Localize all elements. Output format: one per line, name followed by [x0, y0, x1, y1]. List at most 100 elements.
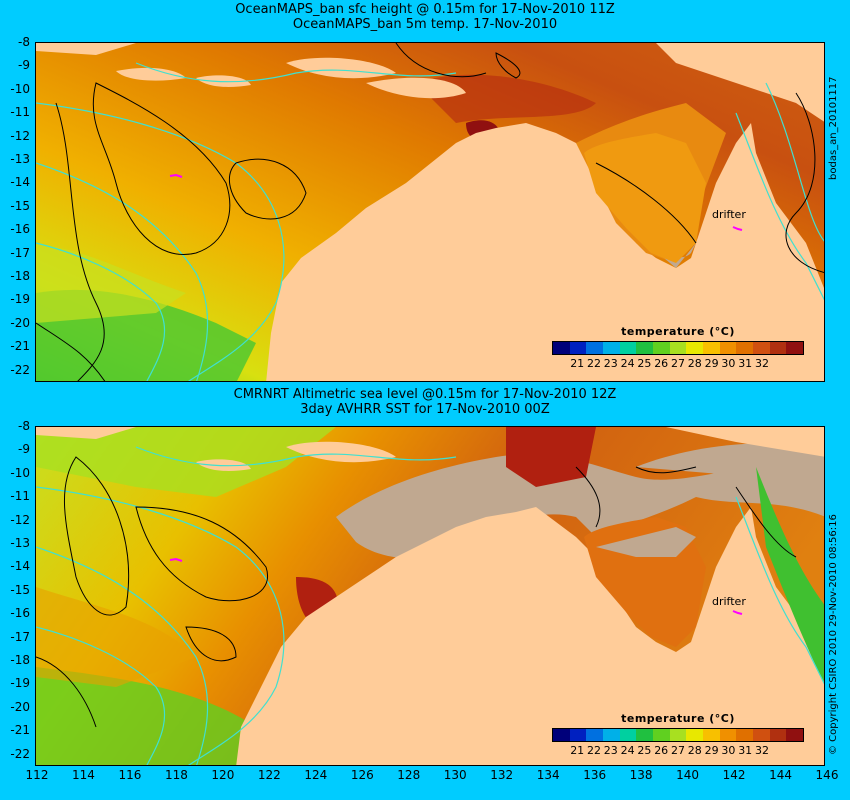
bottom-legend: temperature (°C) 21 22 23 24 25 26 27 28 29 30 31 3… — [552, 712, 804, 757]
legend-swatch — [719, 729, 737, 741]
lon-tick: 118 — [164, 768, 188, 782]
lon-tick: 112 — [25, 768, 49, 782]
bottom-lat-tick: -10 — [10, 465, 30, 480]
legend-tick: 22 — [587, 357, 601, 370]
legend-swatch — [569, 342, 587, 354]
top-lat-tick: -10 — [10, 81, 30, 96]
legend-tick: 26 — [654, 744, 669, 757]
bottom-legend-title: temperature (°C) — [621, 712, 735, 725]
legend-swatch — [703, 729, 720, 741]
top-legend-ticks: 21 22 23 24 25 26 27 28 29 30 31 32 — [552, 355, 804, 370]
legend-swatch — [619, 342, 637, 354]
drifter-track-east — [732, 226, 743, 231]
legend-tick: 24 — [620, 744, 635, 757]
legend-swatch — [786, 729, 804, 741]
top-lat-tick: -13 — [10, 152, 30, 166]
bottom-map-svg — [36, 427, 824, 765]
top-drifter-label: drifter — [712, 208, 746, 221]
bottom-lat-tick: -20 — [10, 699, 30, 714]
legend-tick: 23 — [603, 744, 618, 757]
legend-tick: 26 — [654, 357, 669, 370]
bottom-lat-tick: -9 — [18, 442, 30, 457]
bottom-lat-tick: -12 — [10, 512, 30, 527]
legend-tick: 30 — [721, 357, 736, 370]
legend-swatch — [553, 729, 570, 741]
legend-tick: 22 — [587, 744, 601, 757]
legend-tick: 29 — [704, 744, 719, 757]
legend-tick: 29 — [704, 357, 719, 370]
legend-swatch — [753, 342, 770, 354]
lon-tick: 124 — [304, 768, 328, 782]
bottom-title-line2: 3day AVHRR SST for 17-Nov-2010 00Z — [300, 402, 550, 417]
legend-tick: 30 — [721, 744, 736, 757]
top-title-line2: OceanMAPS_ban 5m temp. 17-Nov-2010 — [292, 17, 558, 32]
legend-tick: 21 — [570, 744, 585, 757]
bottom-lat-tick: -13 — [10, 536, 30, 550]
top-lat-tick: -22 — [10, 362, 30, 377]
lon-tick: 126 — [350, 768, 374, 782]
lon-tick: 130 — [443, 768, 467, 782]
top-lat-tick: -8 — [18, 35, 30, 49]
legend-tick: 31 — [738, 357, 753, 370]
bottom-legend-ticks: 21 22 23 24 25 26 27 28 29 30 31 32 — [552, 742, 804, 757]
top-title-line1: OceanMAPS_ban sfc height @ 0.15m for 17-… — [235, 2, 615, 17]
legend-tick: 25 — [637, 744, 652, 757]
lon-tick: 136 — [583, 768, 607, 782]
bottom-lat-tick: -22 — [10, 746, 30, 761]
australia-landmass-bottom — [236, 507, 824, 765]
legend-tick: 31 — [738, 744, 753, 757]
legend-swatch — [636, 342, 654, 354]
legend-swatch — [669, 342, 687, 354]
bottom-lat-tick: -21 — [10, 723, 30, 738]
legend-swatch — [686, 342, 704, 354]
top-legend-colorbar — [552, 341, 804, 355]
legend-swatch — [586, 729, 604, 741]
lon-tick: 128 — [397, 768, 421, 782]
bottom-lat-tick: -8 — [18, 419, 30, 433]
legend-swatch — [719, 342, 737, 354]
legend-swatch — [786, 342, 804, 354]
top-lat-tick: -9 — [18, 58, 30, 73]
legend-tick: 28 — [687, 744, 702, 757]
legend-tick: 21 — [570, 357, 585, 370]
legend-swatch — [636, 729, 654, 741]
bottom-lat-tick: -18 — [10, 653, 30, 667]
bottom-side-label: © Copyright CSIRO 2010 29-Nov-2010 08:56… — [828, 514, 839, 755]
legend-tick: 25 — [637, 357, 652, 370]
legend-swatch — [686, 729, 704, 741]
bottom-lat-tick: -19 — [10, 676, 30, 691]
top-lat-tick: -14 — [10, 175, 30, 190]
legend-swatch — [603, 729, 620, 741]
lon-tick: 138 — [629, 768, 653, 782]
lon-tick: 132 — [490, 768, 514, 782]
top-lat-tick: -21 — [10, 339, 30, 354]
legend-swatch — [753, 729, 770, 741]
bottom-drifter-label: drifter — [712, 595, 746, 608]
lon-tick: 116 — [118, 768, 142, 782]
top-lat-tick: -11 — [10, 105, 30, 120]
legend-swatch — [553, 342, 570, 354]
australia-landmass — [266, 123, 824, 381]
top-lat-tick: -17 — [10, 245, 30, 260]
top-legend-title: temperature (°C) — [621, 325, 735, 338]
bottom-title-line1: CMRNRT Altimetric sea level @0.15m for 1… — [233, 387, 617, 402]
top-lat-tick: -16 — [10, 222, 30, 237]
lon-tick: 120 — [211, 768, 235, 782]
legend-swatch — [769, 729, 787, 741]
top-lat-tick: -15 — [10, 198, 30, 213]
top-lat-tick: -18 — [10, 269, 30, 283]
bottom-lat-tick: -17 — [10, 629, 30, 644]
lon-tick: 114 — [72, 768, 95, 782]
legend-tick: 32 — [755, 357, 769, 370]
legend-tick: 28 — [687, 357, 702, 370]
legend-swatch — [653, 342, 670, 354]
drifter-track-west — [169, 173, 183, 178]
top-map-panel — [35, 42, 825, 382]
bottom-legend-colorbar — [552, 728, 804, 742]
legend-tick: 27 — [671, 744, 685, 757]
legend-swatch — [669, 729, 687, 741]
bottom-lat-tick: -11 — [10, 489, 30, 504]
legend-swatch — [736, 729, 754, 741]
legend-swatch — [703, 342, 720, 354]
lon-tick: 134 — [536, 768, 560, 782]
